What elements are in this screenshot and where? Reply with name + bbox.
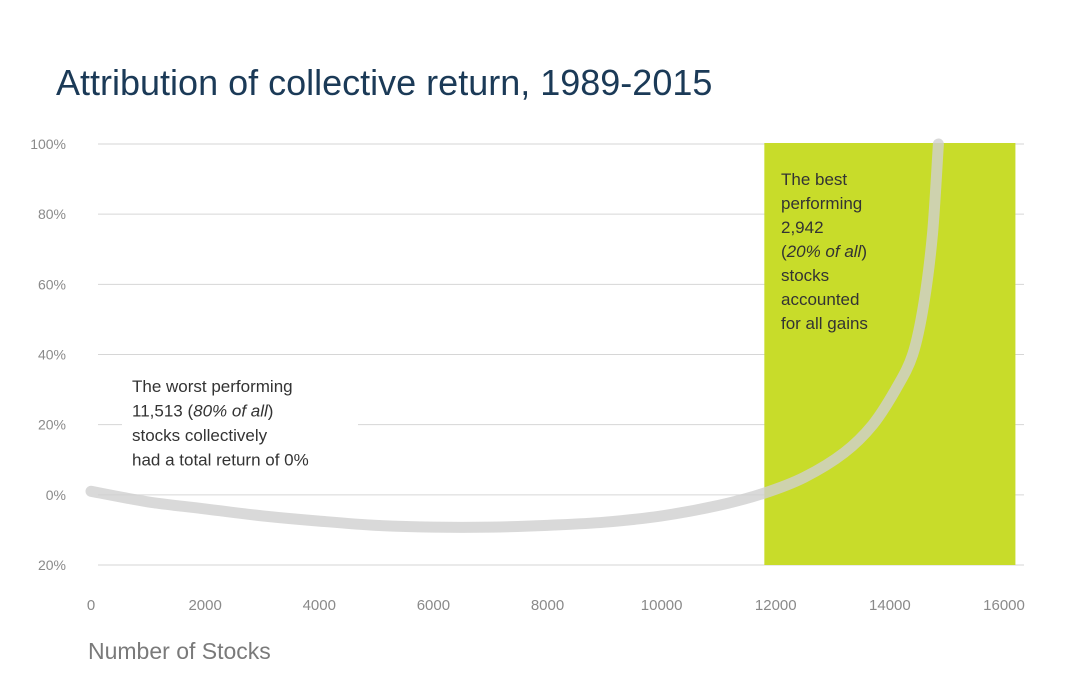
annotation-best-text: stocks	[781, 266, 829, 285]
annotation-best-text: (	[781, 242, 787, 261]
annotation-worst-text: )	[268, 402, 274, 421]
y-tick-label: 100%	[30, 136, 66, 152]
x-tick-label: 4000	[303, 597, 336, 614]
annotation-best-text: accounted	[781, 290, 859, 309]
x-tick-label: 2000	[188, 597, 221, 614]
x-tick-label: 6000	[417, 597, 450, 614]
y-tick-label: 80%	[38, 206, 66, 222]
x-tick-label: 12000	[755, 597, 797, 614]
annotation-best-text: The best	[781, 170, 847, 189]
annotation-worst-text: The worst performing	[132, 377, 293, 396]
annotation-worst-text: had a total return of 0%	[132, 451, 309, 470]
annotations: The worst performing 11,513 (80% of all) s…	[132, 170, 868, 470]
annotation-backgrounds	[122, 162, 908, 480]
annotation-best: The best performing 2,942 (20% of all) stock…	[781, 170, 868, 333]
annotation-best-text: performing	[781, 194, 862, 213]
series-line	[85, 138, 944, 533]
annotation-worst-text: 11,513 (	[132, 402, 193, 421]
x-tick-label: 16000	[983, 597, 1025, 614]
annotation-worst-text: stocks collectively	[132, 426, 268, 445]
chart-title: Attribution of collective return, 1989-2…	[56, 62, 713, 103]
annotation-worst: The worst performing 11,513 (80% of all) s…	[132, 377, 309, 470]
y-axis-ticks: 100% 80% 60% 40% 20% 0% 20%	[30, 136, 66, 573]
y-tick-label: 20%	[38, 557, 66, 573]
y-tick-label: 20%	[38, 417, 66, 433]
y-tick-label: 40%	[38, 347, 66, 363]
annotation-worst-background	[122, 368, 358, 480]
x-tick-label: 0	[87, 597, 95, 614]
x-tick-label: 14000	[869, 597, 911, 614]
annotation-worst-text: 80% of all	[193, 402, 269, 421]
x-tick-label: 8000	[531, 597, 564, 614]
x-tick-label: 10000	[641, 597, 683, 614]
annotation-best-text: )	[861, 242, 867, 261]
y-tick-label: 60%	[38, 276, 66, 292]
x-axis-label: Number of Stocks	[88, 638, 271, 664]
annotation-best-text: for all gains	[781, 314, 868, 333]
annotation-best-background	[770, 162, 908, 342]
annotation-best-text: 2,942	[781, 218, 824, 237]
x-axis-ticks: 0 2000 4000 6000 8000 10000 12000 14000 16000	[87, 597, 1025, 614]
y-tick-label: 0%	[46, 487, 66, 503]
annotation-best-text: 20% of all	[786, 242, 863, 261]
